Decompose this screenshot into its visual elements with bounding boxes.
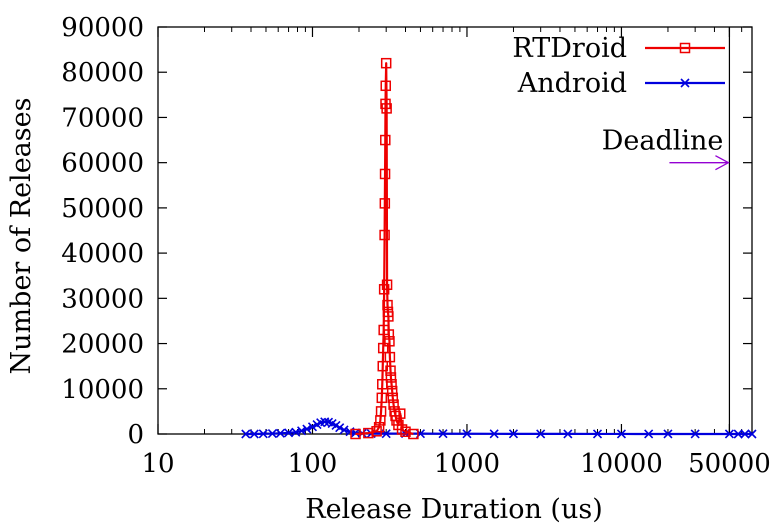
plot-frame bbox=[157, 26, 753, 435]
rtdroid-point bbox=[385, 365, 396, 376]
android-point bbox=[275, 428, 285, 438]
rtdroid-point bbox=[379, 168, 391, 180]
x-tick-label: 100 bbox=[288, 449, 338, 479]
android-point bbox=[616, 429, 627, 439]
rtdroid-point bbox=[396, 424, 408, 435]
deadline-annotation: Deadline bbox=[602, 27, 731, 434]
x-axis: 10 100 1000 10000 50000 bbox=[141, 27, 771, 479]
android-point bbox=[258, 429, 268, 439]
y-tick-label: 60000 bbox=[61, 149, 144, 179]
android-point bbox=[267, 428, 277, 439]
series-layer bbox=[241, 57, 757, 440]
android-point bbox=[563, 429, 573, 439]
rtdroid-point bbox=[376, 392, 388, 404]
rtdroid-point bbox=[384, 336, 395, 347]
rtdroid-point bbox=[385, 372, 397, 383]
android-point bbox=[249, 429, 259, 439]
y-tick-label: 30000 bbox=[61, 284, 144, 314]
android-point bbox=[592, 429, 603, 439]
android-point bbox=[241, 429, 251, 439]
legend-marker-rtdroid bbox=[679, 42, 691, 54]
android-point bbox=[747, 429, 757, 439]
x-axis-title: Release Duration (us) bbox=[305, 494, 603, 525]
rtdroid-point bbox=[386, 379, 397, 390]
rtdroid-point bbox=[383, 311, 394, 322]
android-point bbox=[302, 424, 312, 434]
y-tick-label: 0 bbox=[127, 420, 144, 450]
rtdroid-point bbox=[381, 279, 393, 291]
y-tick-label: 70000 bbox=[61, 103, 144, 133]
y-tick-label: 50000 bbox=[61, 194, 144, 224]
y-tick-label: 90000 bbox=[61, 13, 144, 43]
rtdroid-point bbox=[382, 299, 393, 311]
rtdroid-point bbox=[384, 351, 396, 363]
rtdroid-point bbox=[380, 57, 392, 69]
rtdroid-line bbox=[355, 62, 414, 436]
android-point bbox=[663, 429, 673, 439]
series-rtdroid bbox=[350, 57, 419, 440]
android-point bbox=[462, 429, 472, 439]
series-android bbox=[241, 417, 757, 439]
rtdroid-point bbox=[383, 329, 395, 340]
android-point bbox=[724, 429, 734, 439]
y-tick-label: 10000 bbox=[61, 375, 144, 405]
rtdroid-point bbox=[379, 198, 391, 209]
y-tick-label: 80000 bbox=[61, 58, 144, 88]
y-tick-label: 20000 bbox=[61, 330, 144, 360]
rtdroid-point bbox=[363, 427, 374, 439]
android-point bbox=[335, 423, 345, 433]
rtdroid-point bbox=[373, 421, 385, 433]
rtdroid-point bbox=[350, 428, 361, 440]
android-point bbox=[644, 429, 654, 439]
android-point bbox=[536, 429, 546, 439]
android-point bbox=[297, 426, 307, 436]
rtdroid-point bbox=[387, 392, 399, 404]
android-point bbox=[307, 422, 318, 432]
android-point bbox=[733, 429, 743, 439]
rtdroid-point bbox=[377, 342, 389, 354]
plot-border bbox=[157, 26, 753, 435]
y-axis-title: Number of Releases bbox=[6, 98, 37, 375]
deadline-arrow-head bbox=[715, 155, 730, 171]
legend-label-rtdroid: RTDroid bbox=[512, 33, 627, 64]
deadline-label: Deadline bbox=[602, 126, 724, 157]
x-tick-label: 10000 bbox=[580, 449, 663, 479]
legend-label-android: Android bbox=[517, 68, 627, 99]
android-point bbox=[690, 429, 700, 439]
rtdroid-point bbox=[386, 385, 398, 397]
rtdroid-point bbox=[395, 408, 406, 419]
rtdroid-point bbox=[379, 229, 390, 241]
android-point bbox=[740, 429, 750, 439]
x-tick-label: 1000 bbox=[434, 449, 500, 479]
y-axis: 0 10000 20000 30000 40000 50000 60000 70000 8000… bbox=[61, 13, 752, 450]
rtdroid-point bbox=[380, 134, 391, 146]
rtdroid-point bbox=[380, 80, 391, 92]
rtdroid-point bbox=[381, 103, 392, 114]
rtdroid-point bbox=[408, 428, 419, 440]
android-point bbox=[438, 429, 448, 439]
legend: RTDroid Android bbox=[512, 33, 725, 99]
rtdroid-point bbox=[375, 406, 387, 417]
rtdroid-point bbox=[400, 426, 411, 437]
android-point bbox=[283, 428, 294, 438]
android-point bbox=[489, 429, 499, 439]
y-tick-label: 40000 bbox=[61, 239, 144, 269]
legend-marker-android bbox=[680, 78, 690, 88]
android-point bbox=[508, 429, 519, 439]
rtdroid-point bbox=[388, 399, 399, 410]
x-tick-label: 10 bbox=[141, 449, 174, 479]
x-tick-label: 50000 bbox=[688, 449, 771, 479]
